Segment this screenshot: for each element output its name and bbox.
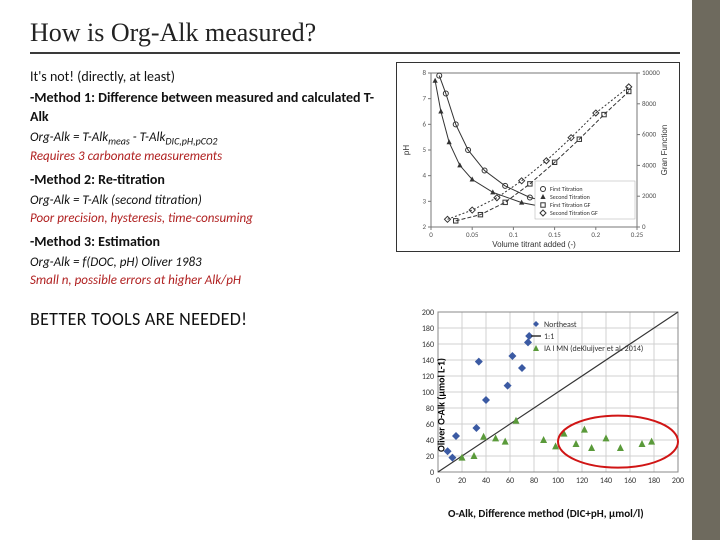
svg-text:Gran Function: Gran Function (660, 125, 669, 176)
chart2-ylabel: Oliver O-Alk (µmol L-1) (435, 358, 448, 452)
eq1-mid: - T-Alk (130, 130, 166, 145)
svg-text:200: 200 (672, 476, 684, 486)
svg-text:0.2: 0.2 (591, 230, 600, 239)
svg-text:3: 3 (422, 196, 426, 205)
eq1-sub2: DIC,pH,pCO2 (165, 134, 217, 147)
svg-text:4: 4 (422, 171, 426, 180)
svg-text:80: 80 (426, 404, 434, 414)
eq1-sub1: meas (108, 134, 130, 147)
svg-text:40: 40 (482, 476, 490, 486)
svg-text:40: 40 (426, 436, 434, 446)
content-area: It's not! (directly, at least) -Method 1… (30, 68, 680, 332)
svg-text:7: 7 (422, 94, 426, 103)
text-column: It's not! (directly, at least) -Method 1… (30, 68, 390, 332)
svg-text:6: 6 (422, 119, 426, 128)
svg-text:180: 180 (648, 476, 660, 486)
svg-text:8000: 8000 (642, 99, 657, 108)
method2-eq: Org-Alk = T-Alk (second titration) (30, 192, 390, 210)
method3-eq: Org-Alk = f(DOC, pH) Oliver 1983 (30, 254, 390, 272)
svg-text:0.1: 0.1 (509, 230, 518, 239)
svg-text:120: 120 (576, 476, 588, 486)
svg-text:20: 20 (458, 476, 466, 486)
svg-text:0: 0 (430, 468, 434, 478)
svg-text:120: 120 (422, 372, 434, 382)
method1-eq: Org-Alk = T-Alkmeas - T-AlkDIC,pH,pCO2 (30, 129, 390, 148)
svg-text:IA I MN (deKluijver et al. 201: IA I MN (deKluijver et al. 2014) (544, 344, 643, 354)
title-underline (30, 52, 680, 54)
svg-text:100: 100 (422, 388, 434, 398)
titration-svg: 2345678020004000600080001000000.050.10.1… (397, 63, 679, 251)
svg-text:First Titration GF: First Titration GF (550, 201, 591, 209)
svg-text:8: 8 (422, 68, 426, 77)
svg-text:2: 2 (422, 222, 426, 231)
svg-text:0.05: 0.05 (466, 230, 479, 239)
svg-text:Second Titration GF: Second Titration GF (550, 209, 598, 217)
method3-head: -Method 3: Estimation (30, 233, 390, 252)
svg-text:200: 200 (422, 308, 434, 318)
svg-text:First Titration: First Titration (550, 185, 583, 193)
method3-note: Small n, possible errors at higher Alk/p… (30, 272, 390, 290)
scatter-chart: Oliver O-Alk (µmol L-1) 0 20 40 60 80 100 120 1… (398, 306, 686, 504)
svg-text:0: 0 (429, 230, 433, 239)
svg-text:0.25: 0.25 (631, 230, 644, 239)
svg-text:10000: 10000 (642, 68, 660, 77)
side-accent-bar (692, 0, 720, 540)
svg-text:60: 60 (426, 420, 434, 430)
svg-text:2000: 2000 (642, 191, 657, 200)
svg-text:Second Titration: Second Titration (550, 193, 590, 201)
svg-text:Volume titrant added (-): Volume titrant added (-) (492, 240, 576, 249)
better-tools: BETTER TOOLS ARE NEEDED! (30, 307, 390, 331)
svg-text:180: 180 (422, 324, 434, 334)
svg-text:5: 5 (422, 145, 426, 154)
chart2-caption: O-Alk, Difference method (DIC+pH, µmol/l… (448, 507, 644, 520)
svg-text:4000: 4000 (642, 160, 657, 169)
svg-text:pH: pH (402, 145, 411, 155)
slide-title: How is Org-Alk measured? (30, 18, 680, 48)
intro-line: It's not! (directly, at least) (30, 68, 390, 87)
svg-text:60: 60 (506, 476, 514, 486)
method1-note: Requires 3 carbonate measurements (30, 148, 390, 166)
svg-text:6000: 6000 (642, 130, 657, 139)
svg-text:160: 160 (624, 476, 636, 486)
method1-head: -Method 1: Difference between measured a… (30, 89, 390, 127)
svg-text:Northeast: Northeast (544, 320, 577, 330)
slide-content: How is Org-Alk measured? It's not! (dire… (0, 0, 720, 342)
svg-text:1:1: 1:1 (544, 332, 554, 342)
svg-text:80: 80 (530, 476, 538, 486)
method2-note: Poor precision, hysteresis, time-consumi… (30, 210, 390, 228)
svg-text:140: 140 (422, 356, 434, 366)
svg-text:100: 100 (552, 476, 564, 486)
svg-text:160: 160 (422, 340, 434, 350)
method2-head: -Method 2: Re-titration (30, 171, 390, 190)
eq1-prefix: Org-Alk = T-Alk (30, 130, 108, 145)
svg-text:140: 140 (600, 476, 612, 486)
svg-text:0: 0 (436, 476, 440, 486)
svg-text:0.15: 0.15 (548, 230, 561, 239)
svg-text:20: 20 (426, 452, 434, 462)
titration-chart: 2345678020004000600080001000000.050.10.1… (396, 62, 680, 252)
